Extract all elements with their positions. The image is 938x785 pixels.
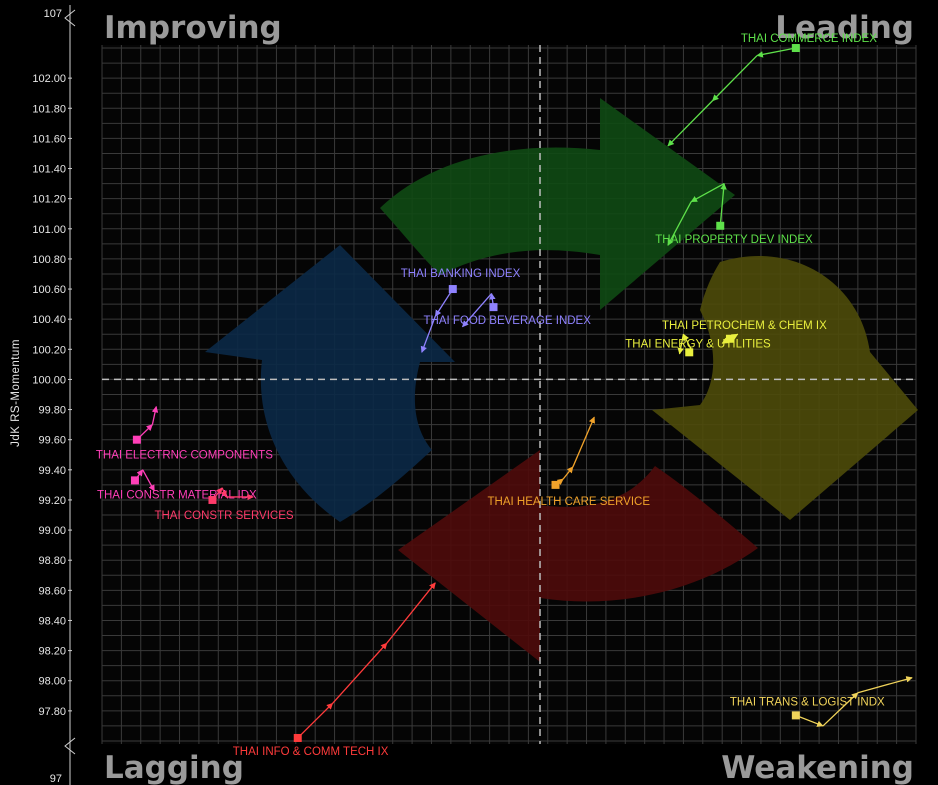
series-head-marker[interactable] [208, 495, 217, 504]
series-label: THAI INFO & COMM TECH IX [233, 746, 389, 758]
series-thai-commerce-index[interactable]: THAI COMMERCE INDEX [667, 33, 877, 147]
y-tick-label: 98.00 [38, 676, 66, 688]
y-tick-label: 99.20 [38, 495, 66, 507]
series-head-marker[interactable] [130, 476, 139, 485]
trail-segment [667, 201, 692, 246]
y-tick-label: 98.60 [38, 585, 66, 597]
series-label: THAI PETROCHEM & CHEM IX [662, 320, 827, 332]
quadrant-label-leading: Leading [775, 10, 914, 46]
green-rotation-arrow [380, 98, 735, 310]
series-thai-food-beverage-index[interactable]: THAI FOOD BEVERAGE INDEX [423, 292, 591, 328]
series-thai-info-comm-tech-ix[interactable]: THAI INFO & COMM TECH IX [233, 582, 436, 758]
y-tick-label: 99.40 [38, 465, 66, 477]
series-head-marker[interactable] [293, 733, 302, 742]
trail-segment [562, 466, 574, 480]
y-tick-label: 98.80 [38, 555, 66, 567]
axis-break-bottom-icon [64, 737, 76, 755]
y-tick-label: 100.00 [32, 374, 66, 386]
trail-segment [690, 183, 725, 203]
trail-segment [677, 334, 685, 355]
y-tick-labels: 97.80 98.00 98.20 98.40 98.60 98.80 99.00 99.20… [32, 73, 72, 718]
trail-segment [386, 582, 436, 644]
y-tick-label: 97.80 [38, 706, 66, 718]
series-thai-constr-services[interactable]: THAI CONSTR SERVICES [154, 487, 294, 522]
series-thai-property-dev-index[interactable]: THAI PROPERTY DEV INDEX [655, 182, 813, 246]
series-label: THAI FOOD BEVERAGE INDEX [423, 315, 591, 327]
trail-segment [572, 416, 595, 468]
series-label: THAI BANKING INDEX [401, 268, 521, 280]
y-tick-label: 101.80 [32, 103, 66, 115]
series-head-marker[interactable] [791, 711, 800, 720]
y-tick-label: 101.40 [32, 164, 66, 176]
y-tick-label: 100.80 [32, 254, 66, 266]
trail-segment [297, 702, 334, 739]
y-axis-max-label: 107 [44, 8, 62, 20]
series-head-marker[interactable] [551, 480, 560, 489]
series-head-marker[interactable] [725, 334, 734, 343]
trail-segment [682, 333, 692, 350]
trail-segment [142, 469, 155, 492]
y-tick-label: 100.40 [32, 314, 66, 326]
series-label: THAI CONSTR MATERIAL IDX [97, 489, 257, 501]
series-layer: THAI COMMERCE INDEX THAI PROPERTY DEV IND… [96, 33, 913, 758]
series-thai-electrnc-components[interactable]: THAI ELECTRNC COMPONENTS [96, 405, 273, 462]
trail-segment [151, 405, 159, 425]
y-tick-label: 102.00 [32, 73, 66, 85]
trail-segment [461, 293, 493, 328]
y-axis: 107 97 97.80 98.00 98.20 98.40 98.60 98.80 99.… [32, 5, 76, 785]
y-axis-min-label: 97 [50, 773, 62, 785]
rotation-arrows [205, 98, 918, 662]
series-head-marker[interactable] [716, 221, 725, 230]
y-tick-label: 98.40 [38, 615, 66, 627]
blue-rotation-arrow [205, 245, 455, 522]
trail-segment [795, 714, 824, 727]
y-tick-label: 100.20 [32, 344, 66, 356]
yellow-rotation-arrow [652, 255, 918, 520]
y-tick-label: 101.60 [32, 133, 66, 145]
y-tick-label: 99.80 [38, 405, 66, 417]
series-label: THAI ELECTRNC COMPONENTS [96, 450, 273, 462]
series-label: THAI PROPERTY DEV INDEX [655, 234, 813, 246]
series-head-marker[interactable] [791, 44, 800, 53]
red-rotation-arrow [398, 450, 758, 662]
trail-segment [857, 676, 913, 694]
series-thai-trans-logist-indx[interactable]: THAI TRANS & LOGIST INDX [730, 676, 913, 727]
series-label: THAI CONSTR SERVICES [154, 510, 293, 522]
series-label: THAI HEALTH CARE SERVICE [488, 496, 651, 508]
series-label: THAI ENERGY & UTILITIES [625, 338, 771, 350]
series-head-marker[interactable] [132, 435, 141, 444]
series-thai-petrochem-chem-ix[interactable]: THAI PETROCHEM & CHEM IX [662, 320, 827, 344]
series-head-marker[interactable] [489, 303, 498, 312]
series-thai-energy-utilities[interactable]: THAI ENERGY & UTILITIES [625, 333, 771, 357]
quadrant-label-improving: Improving [104, 10, 282, 46]
trail-segment [434, 288, 454, 317]
trail-segment [756, 47, 796, 58]
y-tick-label: 101.20 [32, 194, 66, 206]
quadrant-label-weakening: Weakening [721, 750, 914, 785]
trail-segment [822, 692, 859, 727]
quadrant-label-lagging: Lagging [104, 750, 244, 785]
series-head-marker[interactable] [685, 348, 694, 357]
y-tick-label: 100.60 [32, 284, 66, 296]
y-tick-label: 99.60 [38, 435, 66, 447]
trail-segment [712, 55, 758, 102]
y-tick-label: 101.00 [32, 224, 66, 236]
trail-segment [420, 315, 436, 353]
y-axis-title: JdK RS-Momentum [10, 339, 22, 447]
series-thai-banking-index[interactable]: THAI BANKING INDEX [401, 268, 521, 353]
y-tick-label: 98.20 [38, 646, 66, 658]
axis-break-top-icon [64, 9, 76, 27]
trail-segment [332, 642, 388, 704]
series-label: THAI TRANS & LOGIST INDX [730, 696, 885, 708]
series-thai-health-care-service[interactable]: THAI HEALTH CARE SERVICE [488, 416, 651, 508]
trail-segment [220, 487, 227, 498]
series-head-marker[interactable] [448, 285, 457, 294]
trail-segment [719, 182, 727, 226]
y-tick-label: 99.00 [38, 525, 66, 537]
trail-segment [667, 100, 713, 147]
series-label: THAI COMMERCE INDEX [741, 33, 877, 45]
